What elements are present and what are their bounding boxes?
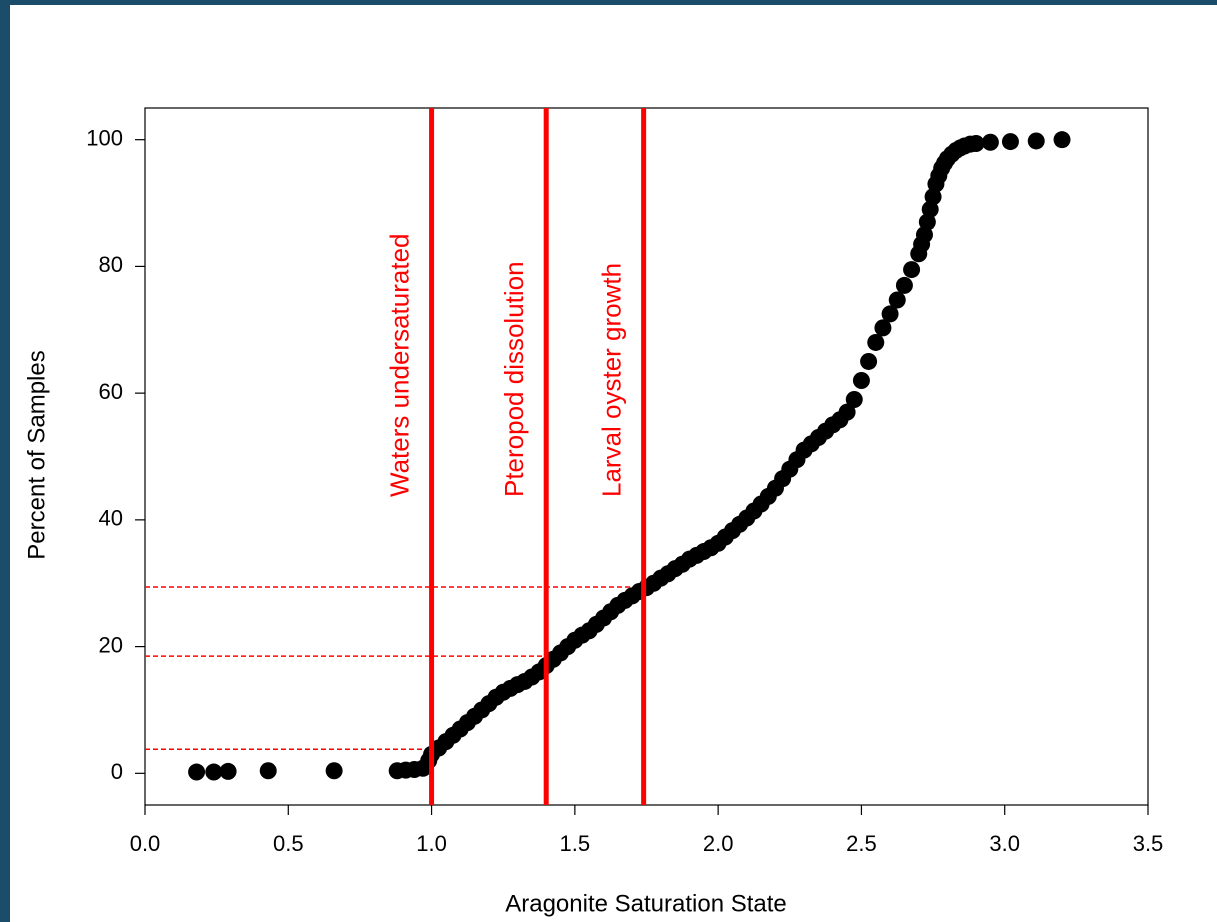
y-tick-label: 100 bbox=[86, 125, 123, 150]
x-tick-label: 1.0 bbox=[416, 831, 447, 856]
x-tick-label: 0.0 bbox=[130, 831, 161, 856]
x-tick-label: 2.5 bbox=[846, 831, 877, 856]
data-point bbox=[921, 200, 939, 218]
data-point bbox=[1027, 132, 1045, 150]
data-point bbox=[838, 403, 856, 421]
data-point bbox=[188, 763, 206, 781]
plot-frame bbox=[144, 107, 1149, 806]
data-point bbox=[881, 305, 899, 323]
data-point bbox=[888, 291, 906, 309]
data-point bbox=[219, 762, 237, 780]
y-tick-label: 60 bbox=[99, 379, 123, 404]
x-tick-label: 3.0 bbox=[989, 831, 1020, 856]
data-point bbox=[924, 188, 942, 206]
data-point bbox=[915, 226, 933, 244]
x-axis-label: Aragonite Saturation State bbox=[505, 890, 787, 917]
data-point bbox=[1001, 133, 1019, 151]
y-tick-label: 80 bbox=[99, 252, 123, 277]
threshold-label: Pteropod dissolution bbox=[499, 261, 529, 497]
x-tick-label: 3.5 bbox=[1133, 831, 1164, 856]
x-tick-label: 1.5 bbox=[560, 831, 591, 856]
data-point bbox=[860, 352, 878, 370]
data-point bbox=[205, 763, 223, 781]
data-point bbox=[981, 133, 999, 151]
data-point bbox=[903, 261, 921, 279]
threshold-label: Waters undersaturated bbox=[384, 233, 414, 497]
data-point bbox=[867, 333, 885, 351]
x-tick-label: 0.5 bbox=[273, 831, 304, 856]
data-point bbox=[1053, 131, 1071, 149]
y-tick-label: 20 bbox=[99, 632, 123, 657]
data-point bbox=[918, 213, 936, 231]
data-point bbox=[967, 134, 985, 152]
data-point bbox=[259, 762, 277, 780]
y-tick-label: 40 bbox=[99, 506, 123, 531]
x-tick-label: 2.0 bbox=[703, 831, 734, 856]
threshold-label: Larval oyster growth bbox=[597, 263, 627, 497]
data-point bbox=[874, 319, 892, 337]
y-tick-label: 0 bbox=[111, 759, 123, 784]
data-point bbox=[895, 276, 913, 294]
data-point bbox=[852, 371, 870, 389]
y-axis-label: Percent of Samples bbox=[23, 350, 50, 559]
data-point bbox=[845, 390, 863, 408]
data-point bbox=[325, 762, 343, 780]
